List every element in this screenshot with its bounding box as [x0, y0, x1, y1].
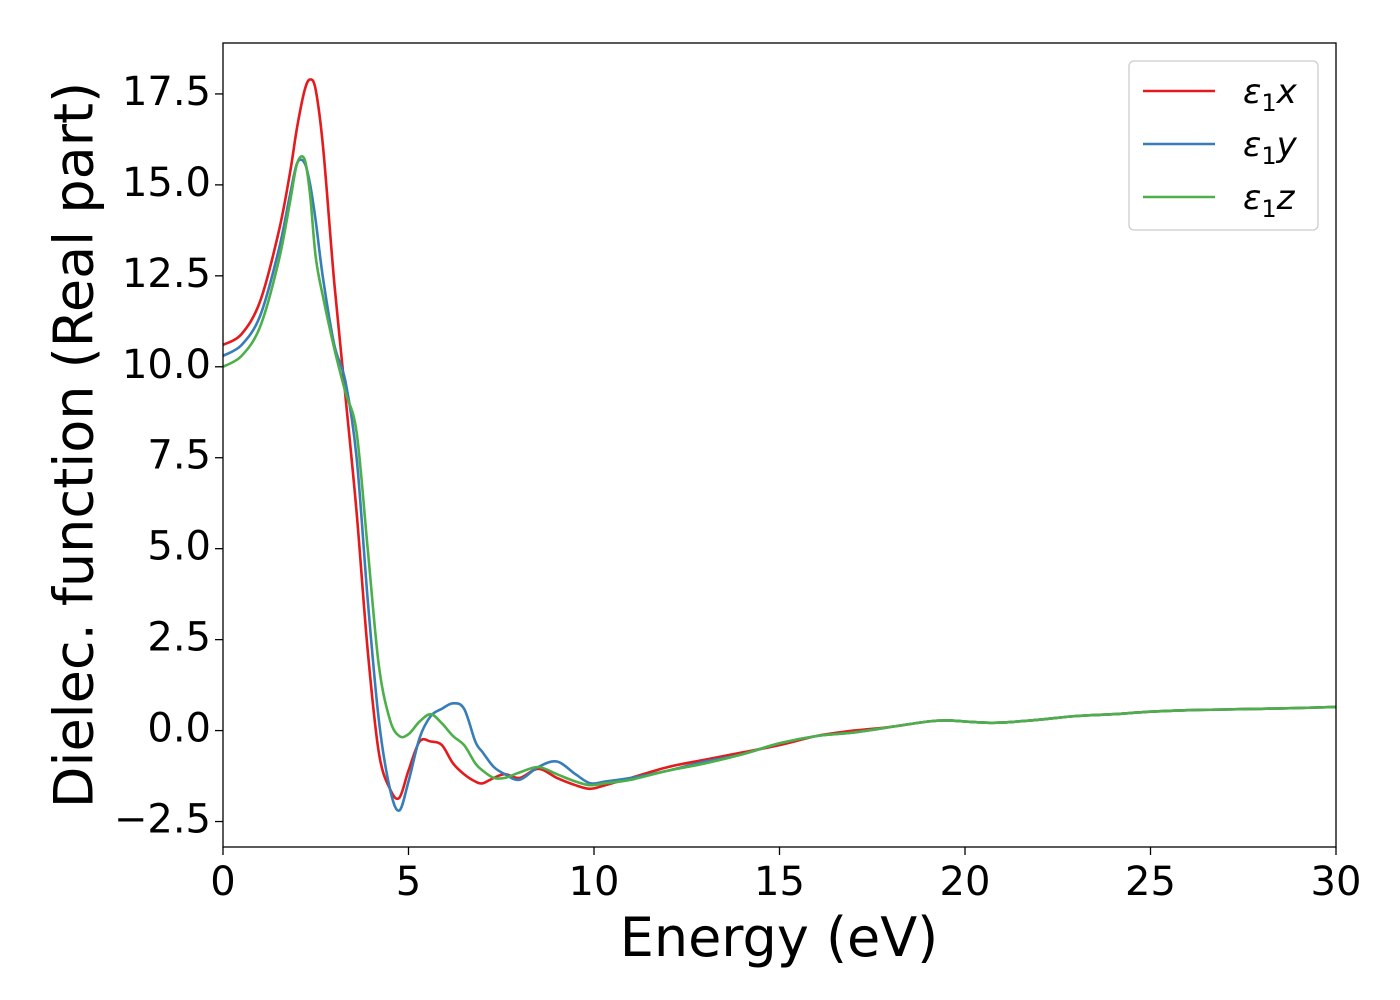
y-tick-label: 12.5 [122, 251, 211, 297]
legend-symbol: ε [1243, 178, 1261, 218]
series-layer [222, 78, 1337, 812]
legend-variable: z [1276, 178, 1296, 218]
legend-item: ε1x [1143, 72, 1298, 117]
legend-subscript: 1 [1261, 195, 1276, 223]
legend-variable: y [1276, 125, 1298, 165]
y-tick-label: 5.0 [147, 524, 211, 570]
x-axis: 0 5 10 15 20 25 30 [210, 847, 1361, 905]
legend-subscript: 1 [1261, 89, 1276, 117]
y-tick-label: −2.5 [114, 797, 211, 843]
y-tick-label: 0.0 [147, 706, 211, 752]
legend-symbol: ε [1243, 125, 1261, 165]
x-tick-label: 5 [396, 859, 421, 905]
legend-item: ε1z [1143, 178, 1296, 223]
series-line-z [222, 155, 1337, 787]
x-tick-label: 0 [210, 859, 235, 905]
x-tick-label: 10 [569, 859, 620, 905]
x-tick-label: 15 [754, 859, 805, 905]
x-tick-label: 30 [1311, 859, 1362, 905]
x-tick-label: 25 [1125, 859, 1176, 905]
legend-label: ε1z [1243, 178, 1296, 223]
legend-label: ε1y [1243, 125, 1298, 170]
y-tick-label: 15.0 [122, 160, 211, 206]
legend-label: ε1x [1243, 72, 1298, 117]
legend-variable: x [1276, 72, 1298, 112]
y-tick-label: 7.5 [147, 433, 211, 479]
legend-symbol: ε [1243, 72, 1261, 112]
legend-subscript: 1 [1261, 142, 1276, 170]
legend-item: ε1y [1143, 125, 1298, 170]
y-tick-label: 17.5 [122, 69, 211, 115]
y-tick-label: 10.0 [122, 342, 211, 388]
x-tick-label: 20 [940, 859, 991, 905]
y-tick-label: 2.5 [147, 615, 211, 661]
y-axis: −2.5 0.0 2.5 5.0 7.5 10.0 12.5 15.0 17.5 [114, 69, 223, 843]
x-axis-label: Energy (eV) [620, 906, 939, 969]
legend-box [1128, 60, 1319, 231]
y-axis-label: Dielec. function (Real part) [43, 82, 106, 808]
